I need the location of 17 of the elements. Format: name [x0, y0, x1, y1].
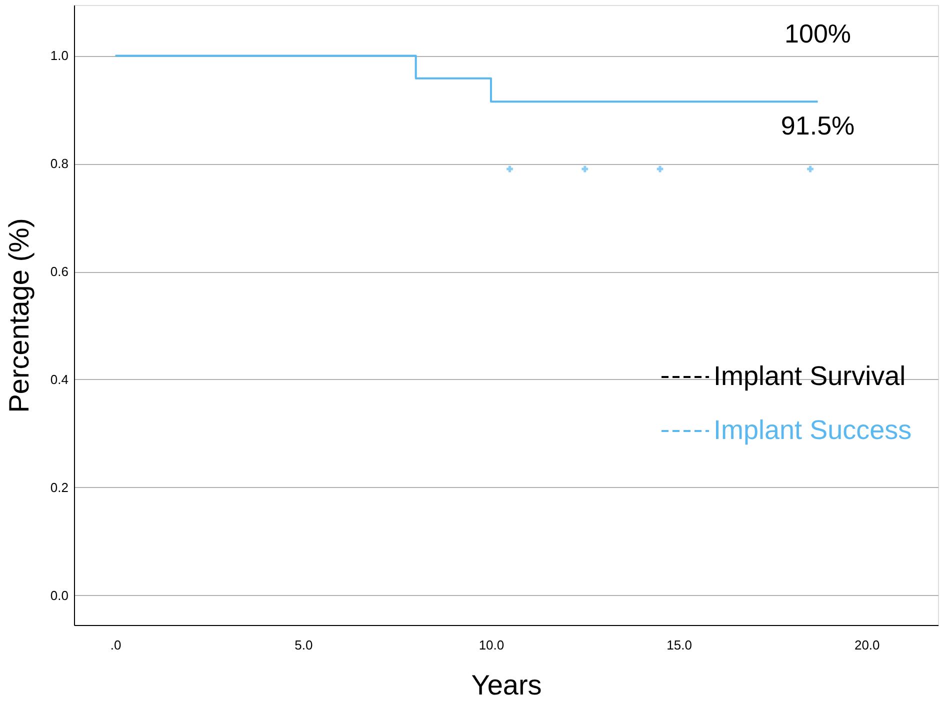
- y-tick-label: 0.6: [50, 264, 68, 280]
- x-tick-label: .0: [110, 638, 122, 652]
- x-tick-label: 20.0: [854, 638, 880, 652]
- x-tick-label: 15.0: [666, 638, 692, 652]
- x-axis-title: Years: [471, 670, 542, 700]
- annotation: 91.5%: [780, 110, 855, 141]
- y-tick-label: 1.0: [50, 48, 68, 64]
- y-axis-title: Percentage (%): [3, 218, 34, 413]
- legend-label: Implant Success: [714, 414, 912, 445]
- y-tick-label: 0.8: [50, 156, 68, 172]
- y-tick-label: 0.0: [50, 588, 68, 603]
- y-tick-label: 0.4: [50, 372, 68, 387]
- legend-label: Implant Survival: [714, 361, 906, 391]
- y-tick-label: 0.2: [50, 480, 68, 495]
- x-tick-label: 10.0: [478, 638, 504, 652]
- annotation: 100%: [784, 18, 852, 49]
- x-tick-label: 5.0: [294, 638, 313, 652]
